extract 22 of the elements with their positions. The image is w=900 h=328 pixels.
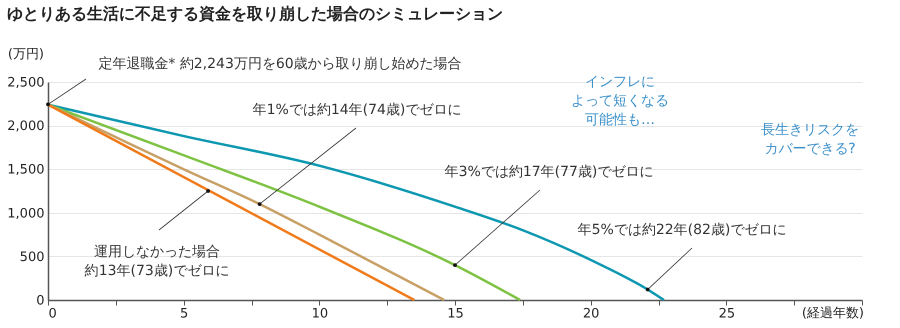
annotation: 年1%では約14年(74歳)でゼロに	[252, 102, 462, 118]
y-tick-label: 500	[20, 250, 44, 265]
y-tick-label: 2,500	[7, 76, 44, 90]
x-tick-label: 5	[180, 306, 188, 322]
x-tick-label: 0	[48, 306, 57, 322]
annotation: 運用しなかった場合約13年(73歳)でゼロに	[84, 244, 230, 279]
x-axis-title: (経過年数)	[802, 306, 864, 321]
y-axis-title: (万円)	[8, 47, 44, 62]
annotation: 年3%では約17年(77歳)でゼロに	[444, 164, 654, 180]
y-tick-label: 1,500	[7, 162, 44, 178]
annotation: インフレによって短くなる可能性も…	[571, 74, 669, 128]
x-tick-label: 15	[447, 306, 464, 322]
chart-title: ゆとりある生活に不足する資金を取り崩した場合のシミュレーション	[6, 4, 503, 23]
x-tick-label: 25	[718, 306, 736, 322]
y-tick-label: 0	[36, 294, 44, 308]
annotation: 長生きリスクをカバーできる?	[761, 122, 859, 157]
y-tick-label: 2,000	[7, 119, 44, 134]
annotation: 定年退職金* 約2,243万円を60歳から取り崩し始めた場合	[98, 56, 462, 72]
x-tick-label: 10	[312, 306, 328, 322]
annotation: 年5%では約22年(82歳)でゼロに	[578, 222, 786, 238]
y-tick-label: 1,000	[7, 206, 44, 222]
x-tick-label: 20	[582, 306, 600, 322]
